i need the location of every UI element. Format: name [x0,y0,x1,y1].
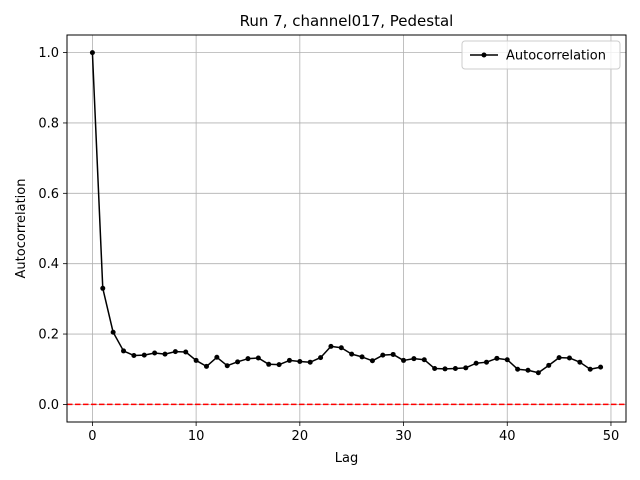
data-point [307,359,313,365]
data-point [411,356,417,362]
data-point [484,359,490,365]
x-axis: 0 10 20 30 40 50 [88,422,619,444]
x-tick-label: 40 [499,429,516,444]
y-tick-label: 0.0 [38,398,59,413]
x-tick-label: 50 [603,429,620,444]
data-point [318,355,324,361]
y-tick-label: 1.0 [38,46,59,61]
data-point [338,345,344,351]
data-point [473,360,479,366]
x-tick-label: 10 [188,429,205,444]
data-point [89,50,95,56]
data-point [183,349,189,355]
data-point [546,362,552,368]
data-point [390,351,396,357]
data-point [401,357,407,363]
data-point [100,285,106,291]
y-axis: 0.0 0.2 0.4 0.6 0.8 1.0 [38,46,67,413]
data-point [203,363,209,369]
data-point [297,358,303,364]
data-point [224,363,230,369]
data-point [525,367,531,373]
data-point [110,329,116,335]
data-point [442,366,448,372]
legend-marker-swatch [481,52,487,58]
x-tick-label: 20 [292,429,309,444]
plot-frame [66,34,627,423]
x-tick-label: 30 [395,429,412,444]
x-tick-label: 0 [88,429,96,444]
data-point [193,357,199,363]
data-point [556,355,562,361]
data-point [452,366,458,372]
data-point [255,355,261,361]
data-point [535,370,541,376]
data-point [172,349,178,355]
data-point [577,359,583,365]
series-layer [89,50,604,376]
data-point [141,352,147,358]
data-point [131,353,137,359]
chart-title: Run 7, channel017, Pedestal [240,12,454,30]
data-point [369,358,375,364]
y-tick-label: 0.6 [38,187,59,202]
data-point [286,357,292,363]
y-tick-label: 0.8 [38,116,59,131]
data-point [421,357,427,363]
data-point [214,354,220,360]
x-axis-label: Lag [335,451,358,466]
data-point [380,352,386,358]
data-point [152,350,158,356]
legend: Autocorrelation [461,40,621,70]
legend-entry-label: Autocorrelation [506,49,606,64]
data-point [587,366,593,372]
data-point [245,356,251,362]
data-point [359,354,365,360]
y-tick-label: 0.2 [38,328,59,343]
data-point [504,357,510,363]
y-axis-label: Autocorrelation [14,179,29,279]
data-point [494,355,500,361]
data-point [121,348,127,354]
data-point [515,366,521,372]
y-tick-label: 0.4 [38,257,59,272]
data-point [598,364,604,370]
data-point [276,362,282,368]
data-point [162,351,168,357]
data-point [463,365,469,371]
data-point [432,366,438,372]
data-point [235,359,241,365]
data-point [328,343,334,349]
data-point [349,351,355,357]
legend-box [461,40,621,70]
data-point [266,361,272,367]
data-point [566,355,572,361]
